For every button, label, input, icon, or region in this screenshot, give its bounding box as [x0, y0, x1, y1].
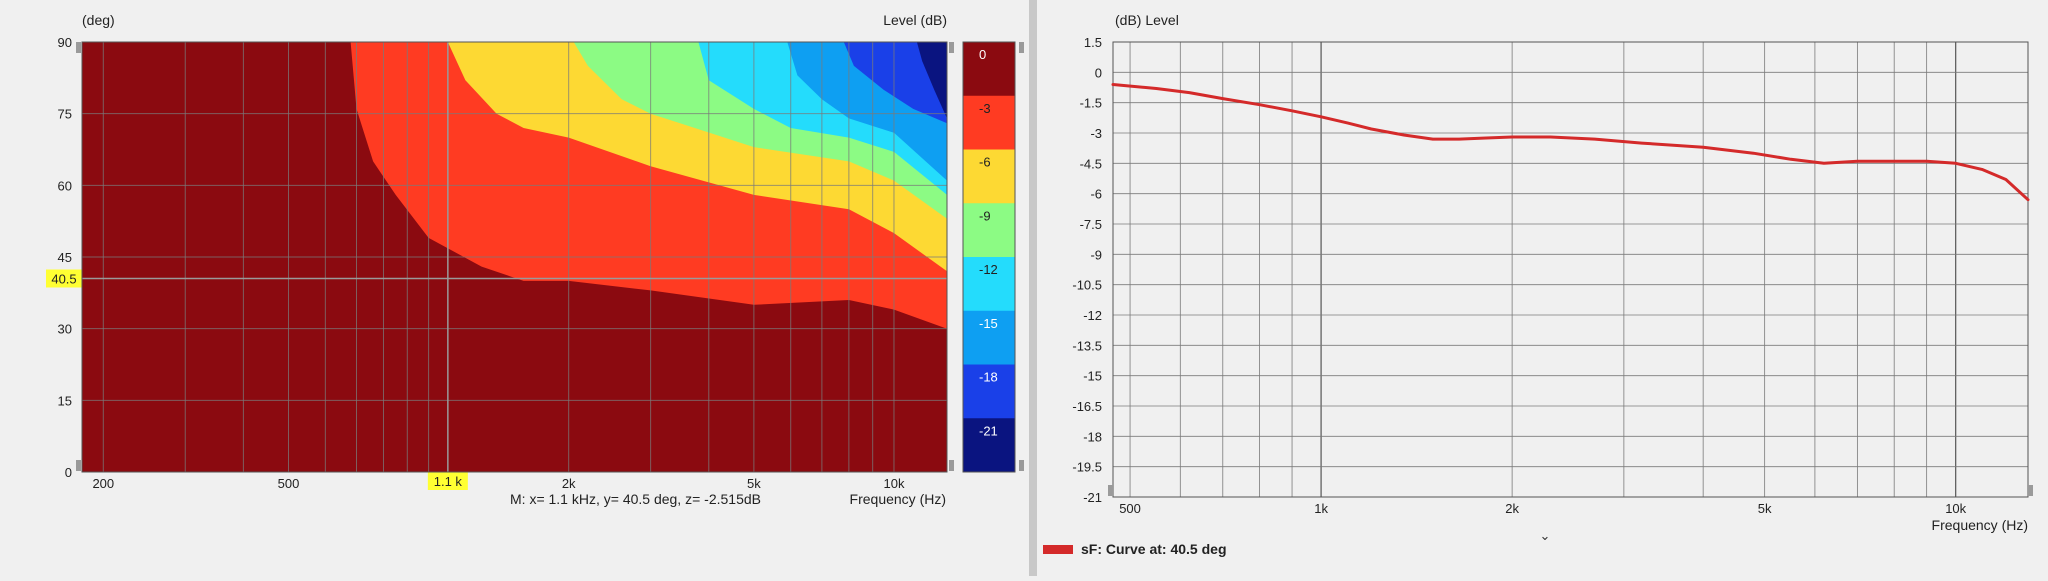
y-axis-title: (dB) Level: [1115, 12, 1179, 28]
colorbar-swatch: [963, 149, 1015, 204]
y-tick-label: -15: [1083, 369, 1102, 384]
y-tick-label: -3: [1090, 126, 1102, 141]
y-tick-label: 0: [1095, 65, 1102, 80]
axis-limit-handle[interactable]: [1108, 485, 1113, 496]
colorbar-swatch: [963, 310, 1015, 365]
colorbar-swatch: [963, 203, 1015, 258]
y-tick-label: -12: [1083, 308, 1102, 323]
y-tick-label: 75: [58, 107, 72, 122]
x-tick-label: 500: [278, 476, 300, 491]
y-tick-label: -16.5: [1072, 399, 1102, 414]
x-tick-label: 2k: [562, 476, 576, 491]
y-tick-label: 0: [65, 465, 72, 480]
region-level--21: [916, 42, 947, 119]
series-line: [1111, 83, 2030, 202]
plot-frame: [81, 41, 948, 473]
contour-axes: 0 15 30 45 60 75 90 200 500 2k 5k 10k: [58, 35, 954, 491]
y-tick-label: -18: [1083, 429, 1102, 444]
x-tick-label: 2k: [1505, 501, 1519, 516]
colorbar-swatch: [963, 418, 1015, 473]
legend: sF: Curve at: 40.5 deg: [1043, 541, 1227, 557]
colorbar-label: -9: [979, 208, 991, 223]
colorbar-swatch: [963, 42, 1015, 97]
x-tick-label: 200: [92, 476, 114, 491]
axis-limit-handle[interactable]: [949, 42, 954, 53]
y-tick-label: 15: [58, 393, 72, 408]
x-tick-label: 10k: [1945, 501, 1966, 516]
colorbar: 0 -3 -6 -9 -12 -15 -18 -21: [962, 41, 1024, 473]
y-tick-label: -10.5: [1072, 278, 1102, 293]
cursor-crosshair[interactable]: 40.5 1.1 k: [46, 42, 947, 490]
colorbar-swatch: [963, 257, 1015, 312]
y-tick-label: -7.5: [1080, 217, 1102, 232]
cursor-x-label: 1.1 k: [434, 474, 463, 489]
colorbar-swatch: [963, 364, 1015, 419]
y-tick-label: 60: [58, 178, 72, 193]
y-tick-label: 90: [58, 35, 72, 50]
cursor-y-label: 40.5: [51, 272, 76, 287]
response-grid: [1113, 41, 2028, 498]
x-tick-label: 5k: [1758, 501, 1772, 516]
colorbar-label: -3: [979, 101, 991, 116]
y-axis-title: (deg): [82, 12, 115, 28]
legend-label: sF: Curve at: 40.5 deg: [1081, 541, 1227, 557]
cursor-readout: M: x= 1.1 kHz, y= 40.5 deg, z= -2.515dB: [510, 491, 761, 507]
cursor-x-marker: [427, 472, 468, 490]
x-tick-label: 10k: [883, 476, 904, 491]
y-tick-label: -6: [1090, 187, 1102, 202]
response-series: [1111, 83, 2030, 202]
y-tick-label: -13.5: [1072, 338, 1102, 353]
colorbar-limit-handle[interactable]: [1019, 460, 1024, 471]
colorbar-label: -15: [979, 316, 998, 331]
colorbar-frame: [962, 41, 1016, 473]
y-tick-label: 1.5: [1084, 35, 1102, 50]
axis-limit-handle[interactable]: [76, 42, 81, 53]
colorbar-label: -6: [979, 155, 991, 170]
colorbar-label: -18: [979, 370, 998, 385]
y-tick-label: -9: [1090, 247, 1102, 262]
chevron-down-icon[interactable]: ⌄: [1540, 528, 1551, 543]
x-tick-label: 1k: [1314, 501, 1328, 516]
colorbar-limit-handle[interactable]: [1019, 42, 1024, 53]
y-tick-label: -1.5: [1080, 96, 1102, 111]
y-tick-label: -21: [1083, 490, 1102, 505]
y-tick-label: -4.5: [1080, 156, 1102, 171]
colorbar-swatch: [963, 95, 1015, 150]
colorbar-title: Level (dB): [883, 12, 947, 28]
axis-limit-handle[interactable]: [949, 460, 954, 471]
x-tick-label: 500: [1119, 501, 1141, 516]
axis-limit-handle[interactable]: [76, 460, 81, 471]
y-tick-label: 45: [58, 250, 72, 265]
plot-background: [1113, 42, 2028, 497]
y-tick-label: 30: [58, 322, 72, 337]
colorbar-label: 0: [979, 47, 986, 62]
y-tick-label: -19.5: [1072, 460, 1102, 475]
response-plot: (dB) Level 1.5 0 -1.5 -3 -4.5 -6 -7.5 -9 -10.5 -1…: [1043, 12, 2033, 557]
x-tick-label: 5k: [747, 476, 761, 491]
pane-splitter[interactable]: [1029, 0, 1037, 576]
colorbar-label: -21: [979, 423, 998, 438]
plot-frame: [1112, 41, 2029, 498]
x-axis-title: Frequency (Hz): [850, 491, 946, 507]
legend-swatch: [1043, 545, 1073, 554]
x-axis-title: Frequency (Hz): [1932, 517, 2028, 533]
contour-plot: (deg) Level (dB) 40.5 1.1 k 0 15 30 45 60 75 90…: [46, 12, 1024, 507]
axis-limit-handle[interactable]: [2028, 485, 2033, 496]
colorbar-label: -12: [979, 262, 998, 277]
region-level--18: [843, 42, 947, 124]
cursor-y-marker: [46, 269, 82, 288]
response-axes: 1.5 0 -1.5 -3 -4.5 -6 -7.5 -9 -10.5 -12 -13.5 -15 -1…: [1072, 35, 2033, 516]
